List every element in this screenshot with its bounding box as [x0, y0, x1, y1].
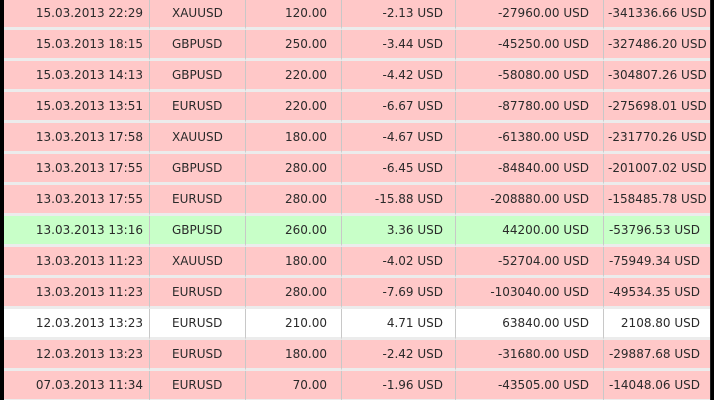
trade-points-cell: -2.42 USD [342, 340, 456, 371]
trade-profit-cell: -103040.00 USD [456, 278, 604, 309]
trade-volume-cell: 280.00 [246, 185, 342, 216]
trade-balance-cell: -304807.26 USD [604, 61, 710, 92]
trade-time-cell: 13.03.2013 17:58 [4, 123, 150, 154]
trade-points-cell: -15.88 USD [342, 185, 456, 216]
trade-time-cell: 07.03.2013 11:34 [4, 371, 150, 400]
trade-symbol-cell: EURUSD [150, 340, 246, 371]
trade-volume-cell: 250.00 [246, 30, 342, 61]
trade-symbol-cell: GBPUSD [150, 30, 246, 61]
trade-points-cell: -6.67 USD [342, 92, 456, 123]
trade-profit-cell: -52704.00 USD [456, 247, 604, 278]
trade-symbol-cell: EURUSD [150, 185, 246, 216]
trade-symbol-cell: XAUUSD [150, 123, 246, 154]
trade-history-panel: 15.03.2013 22:29 XAUUSD 120.00 -2.13 USD -27… [4, 0, 711, 400]
trade-volume-cell: 280.00 [246, 278, 342, 309]
trade-profit-cell: 63840.00 USD [456, 309, 604, 340]
trade-points-cell: -7.69 USD [342, 278, 456, 309]
table-row[interactable]: 13.03.2013 17:58 XAUUSD 180.00 -4.67 USD -61… [4, 123, 710, 154]
trade-time-cell: 13.03.2013 13:16 [4, 216, 150, 247]
trade-time-cell: 13.03.2013 11:23 [4, 247, 150, 278]
trade-symbol-cell: GBPUSD [150, 154, 246, 185]
table-row[interactable]: 13.03.2013 11:23 XAUUSD 180.00 -4.02 USD -52… [4, 247, 710, 278]
trade-points-cell: 3.36 USD [342, 216, 456, 247]
table-row[interactable]: 12.03.2013 13:23 EURUSD 180.00 -2.42 USD -31… [4, 340, 710, 371]
trade-balance-cell: -275698.01 USD [604, 92, 710, 123]
table-row[interactable]: 13.03.2013 13:16 GBPUSD 260.00 3.36 USD 4420… [4, 216, 710, 247]
trade-points-cell: -2.13 USD [342, 0, 456, 30]
trade-time-cell: 15.03.2013 14:13 [4, 61, 150, 92]
trade-balance-cell: -201007.02 USD [604, 154, 710, 185]
trade-profit-cell: -43505.00 USD [456, 371, 604, 400]
trade-symbol-cell: EURUSD [150, 92, 246, 123]
table-row[interactable]: 12.03.2013 13:23 EURUSD 210.00 4.71 USD 6384… [4, 309, 710, 340]
trade-balance-cell: -158485.78 USD [604, 185, 710, 216]
table-row[interactable]: 13.03.2013 11:23 EURUSD 280.00 -7.69 USD -10… [4, 278, 710, 309]
trade-balance-cell: -14048.06 USD [604, 371, 710, 400]
trade-symbol-cell: XAUUSD [150, 247, 246, 278]
trade-profit-cell: -58080.00 USD [456, 61, 604, 92]
table-row[interactable]: 13.03.2013 17:55 EURUSD 280.00 -15.88 USD -2… [4, 185, 710, 216]
trade-time-cell: 13.03.2013 11:23 [4, 278, 150, 309]
table-row[interactable]: 15.03.2013 18:15 GBPUSD 250.00 -3.44 USD -45… [4, 30, 710, 61]
trade-balance-cell: -53796.53 USD [604, 216, 710, 247]
trade-symbol-cell: XAUUSD [150, 0, 246, 30]
trade-points-cell: -4.42 USD [342, 61, 456, 92]
trade-profit-cell: -31680.00 USD [456, 340, 604, 371]
trade-points-cell: -6.45 USD [342, 154, 456, 185]
trade-points-cell: -4.67 USD [342, 123, 456, 154]
trade-volume-cell: 220.00 [246, 61, 342, 92]
trade-points-cell: -4.02 USD [342, 247, 456, 278]
trade-balance-cell: -327486.20 USD [604, 30, 710, 61]
trade-balance-cell: -29887.68 USD [604, 340, 710, 371]
trade-volume-cell: 180.00 [246, 123, 342, 154]
trade-volume-cell: 180.00 [246, 247, 342, 278]
trade-volume-cell: 280.00 [246, 154, 342, 185]
trade-volume-cell: 180.00 [246, 340, 342, 371]
trade-time-cell: 13.03.2013 17:55 [4, 185, 150, 216]
trade-balance-cell: -341336.66 USD [604, 0, 710, 30]
trade-profit-cell: -61380.00 USD [456, 123, 604, 154]
trade-time-cell: 15.03.2013 13:51 [4, 92, 150, 123]
trade-rows: 15.03.2013 22:29 XAUUSD 120.00 -2.13 USD -27… [4, 0, 710, 400]
trade-points-cell: 4.71 USD [342, 309, 456, 340]
trade-time-cell: 15.03.2013 18:15 [4, 30, 150, 61]
trade-profit-cell: -208880.00 USD [456, 185, 604, 216]
trade-symbol-cell: EURUSD [150, 309, 246, 340]
trade-balance-cell: -231770.26 USD [604, 123, 710, 154]
trade-history-table: 15.03.2013 22:29 XAUUSD 120.00 -2.13 USD -27… [4, 0, 710, 400]
trade-profit-cell: -84840.00 USD [456, 154, 604, 185]
table-row[interactable]: 15.03.2013 13:51 EURUSD 220.00 -6.67 USD -87… [4, 92, 710, 123]
trade-time-cell: 13.03.2013 17:55 [4, 154, 150, 185]
table-row[interactable]: 15.03.2013 22:29 XAUUSD 120.00 -2.13 USD -27… [4, 0, 710, 30]
trade-balance-cell: -49534.35 USD [604, 278, 710, 309]
trade-profit-cell: -45250.00 USD [456, 30, 604, 61]
trade-volume-cell: 120.00 [246, 0, 342, 30]
trade-time-cell: 12.03.2013 13:23 [4, 309, 150, 340]
table-row[interactable]: 07.03.2013 11:34 EURUSD 70.00 -1.96 USD -435… [4, 371, 710, 400]
trade-points-cell: -1.96 USD [342, 371, 456, 400]
trade-balance-cell: -75949.34 USD [604, 247, 710, 278]
trade-volume-cell: 220.00 [246, 92, 342, 123]
trade-volume-cell: 260.00 [246, 216, 342, 247]
trade-volume-cell: 70.00 [246, 371, 342, 400]
trade-balance-cell: 2108.80 USD [604, 309, 710, 340]
table-row[interactable]: 15.03.2013 14:13 GBPUSD 220.00 -4.42 USD -58… [4, 61, 710, 92]
trade-symbol-cell: GBPUSD [150, 61, 246, 92]
table-row[interactable]: 13.03.2013 17:55 GBPUSD 280.00 -6.45 USD -84… [4, 154, 710, 185]
trade-volume-cell: 210.00 [246, 309, 342, 340]
trade-profit-cell: -87780.00 USD [456, 92, 604, 123]
trade-time-cell: 15.03.2013 22:29 [4, 0, 150, 30]
trade-symbol-cell: GBPUSD [150, 216, 246, 247]
trade-profit-cell: -27960.00 USD [456, 0, 604, 30]
trade-symbol-cell: EURUSD [150, 371, 246, 400]
trade-symbol-cell: EURUSD [150, 278, 246, 309]
trade-points-cell: -3.44 USD [342, 30, 456, 61]
trade-profit-cell: 44200.00 USD [456, 216, 604, 247]
trade-time-cell: 12.03.2013 13:23 [4, 340, 150, 371]
